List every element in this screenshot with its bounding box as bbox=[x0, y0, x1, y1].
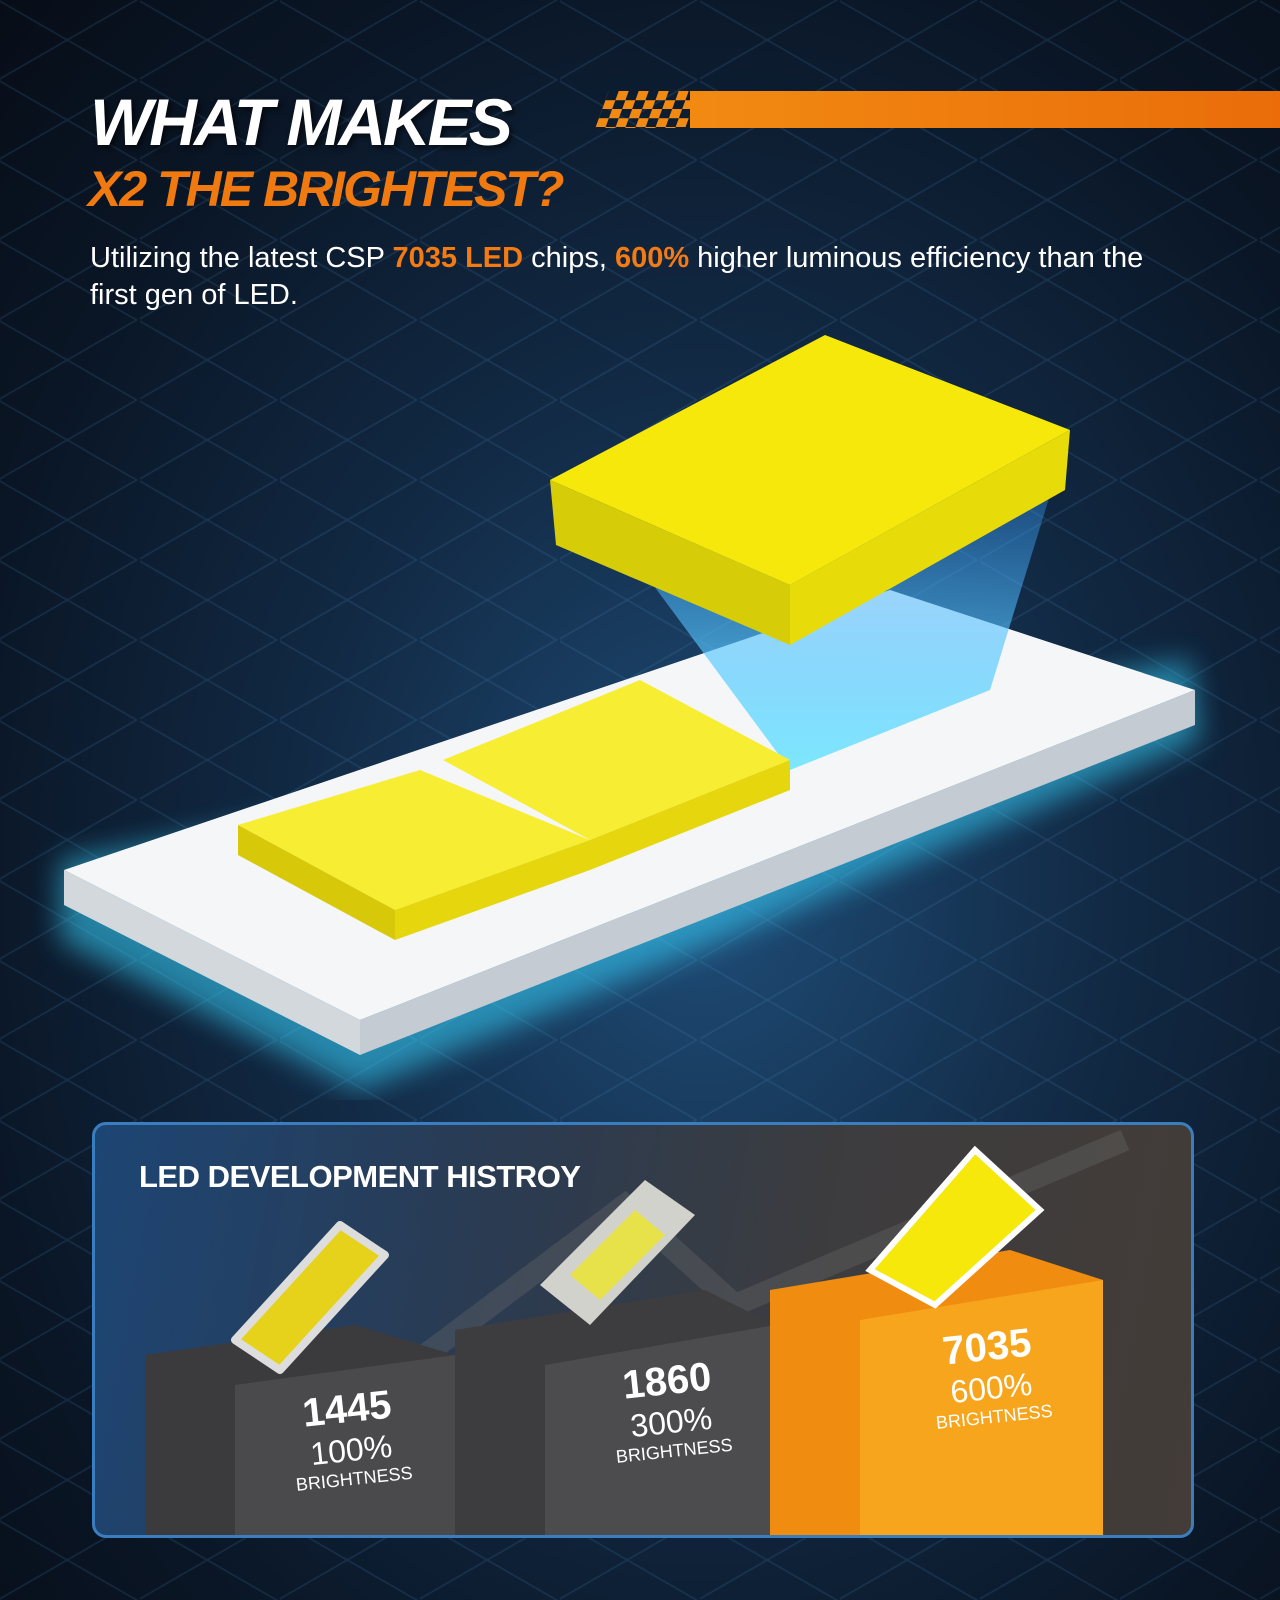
chip-1860-die bbox=[570, 1210, 665, 1300]
chip-1445-icon bbox=[231, 1221, 389, 1374]
bar-1860-front bbox=[545, 1325, 775, 1535]
board-side bbox=[64, 870, 360, 1055]
description-text: Utilizing the latest CSP bbox=[90, 242, 393, 274]
chip-7035-icon bbox=[865, 1145, 1045, 1309]
orange-stripe-decoration bbox=[690, 91, 1280, 128]
chip-floating-front bbox=[790, 430, 1070, 645]
chip-left-front bbox=[395, 840, 590, 940]
headline-line2: X2 THE BRIGHTEST? bbox=[88, 161, 564, 217]
bar-graphic bbox=[145, 1129, 1130, 1535]
chip-middle-front bbox=[590, 760, 790, 870]
bar-label-1860: 1860 300% BRIGHTNESS bbox=[580, 1350, 760, 1470]
led-chip-illustration bbox=[60, 335, 1200, 1090]
chip-floating bbox=[550, 335, 1070, 585]
chip-left bbox=[238, 770, 590, 910]
chip-middle bbox=[443, 680, 790, 840]
chip-floating-side bbox=[550, 480, 790, 645]
checkered-flag-decoration bbox=[595, 91, 699, 128]
board-front bbox=[360, 690, 1195, 1055]
description-text: chips, bbox=[523, 242, 615, 274]
highlight-percent: 600% bbox=[614, 242, 690, 274]
chip-left-side bbox=[238, 825, 395, 940]
highlight-chip: 7035 LED bbox=[392, 242, 524, 274]
bar-label-7035: 7035 600% BRIGHTNESS bbox=[900, 1316, 1080, 1436]
bar-1445-front bbox=[235, 1355, 455, 1535]
led-history-panel: LED DEVELOPMENT HISTROY 1445 100% BRIGHT… bbox=[92, 1122, 1194, 1538]
bar-label-1445: 1445 100% BRIGHTNESS bbox=[260, 1378, 440, 1498]
headline-line1: WHAT MAKES bbox=[90, 85, 513, 159]
panel-title: LED DEVELOPMENT HISTROY bbox=[139, 1159, 581, 1194]
description: Utilizing the latest CSP 7035 LED chips,… bbox=[90, 240, 1170, 314]
bar-7035-front bbox=[860, 1280, 1103, 1535]
description-text: higher luminous efficiency than the firs… bbox=[90, 242, 1144, 311]
